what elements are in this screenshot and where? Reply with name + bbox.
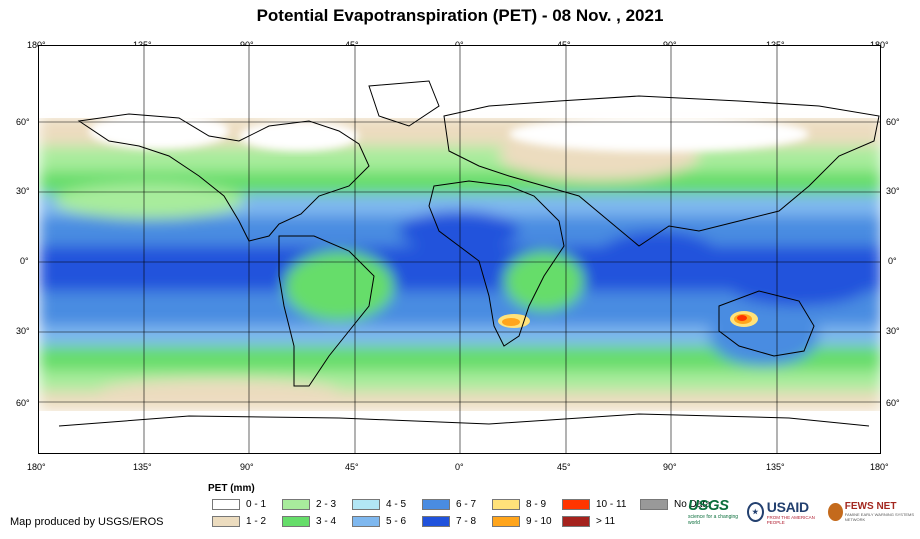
south-america-outline: [278, 235, 375, 387]
fews-wordmark: FEWS NET: [844, 501, 897, 512]
north-pacific-green: [54, 183, 244, 219]
congo-green: [504, 251, 584, 311]
fews-globe-icon: [827, 502, 843, 521]
right-lat-tick: 60°: [886, 398, 900, 408]
legend-item: 2 - 3: [282, 499, 336, 510]
indian-ocean-blue: [599, 231, 719, 281]
fews-tagline: FAMINE EARLY WARNING SYSTEMS NETWORK: [844, 512, 915, 522]
credit-text: Map produced by USGS/EROS: [10, 516, 164, 528]
arctic-white: [39, 46, 880, 118]
australia-hottest: [737, 315, 747, 321]
legend-swatch: [492, 516, 520, 527]
usaid-logo: ★ USAID FROM THE AMERICAN PEOPLE: [746, 498, 822, 525]
bottom-lon-tick: 90°: [663, 462, 677, 472]
right-lat-tick: 60°: [886, 117, 900, 127]
legend-item: 0 - 1: [212, 499, 266, 510]
right-lat-tick: 30°: [886, 186, 900, 196]
africa-outline: [428, 180, 565, 347]
antarctic-white: [39, 411, 880, 453]
usaid-tagline: FROM THE AMERICAN PEOPLE: [766, 514, 815, 525]
legend-swatch: [422, 499, 450, 510]
legend-swatch: [352, 516, 380, 527]
legend-item: > 11: [562, 516, 615, 527]
south-pacific-tan: [99, 379, 339, 403]
map-title: Potential Evapotranspiration (PET) - 08 …: [256, 6, 664, 25]
right-lat-tick: 30°: [886, 326, 900, 336]
top-lon-tick: 180°: [27, 40, 46, 50]
southern-africa-hotter: [502, 318, 520, 326]
north-america-outline: [77, 113, 370, 242]
legend-item: 3 - 4: [282, 516, 336, 527]
legend-swatch: [282, 516, 310, 527]
west-pacific-blue: [729, 266, 869, 306]
bottom-lon-tick: 135°: [133, 462, 152, 472]
logo-strip: USGS science for a changing world ★ USAI…: [688, 497, 920, 526]
amazon-green: [284, 251, 394, 321]
bottom-lon-tick: 90°: [240, 462, 254, 472]
legend-item: 7 - 8: [422, 516, 476, 527]
left-lat-tick: 0°: [20, 256, 29, 266]
left-lat-tick: 30°: [16, 186, 30, 196]
coastlines: [58, 80, 880, 427]
pet-map: [38, 45, 881, 454]
legend-item: 1 - 2: [212, 516, 266, 527]
left-lat-tick: 30°: [16, 326, 30, 336]
bottom-lon-tick: 135°: [766, 462, 785, 472]
legend-item: 4 - 5: [352, 499, 406, 510]
bottom-lon-tick: 180°: [27, 462, 46, 472]
eurasia-outline: [443, 95, 880, 247]
usgs-wordmark: USGS: [688, 497, 729, 514]
bottom-lon-tick: 0°: [455, 462, 464, 472]
legend-swatch: [640, 499, 668, 510]
legend-item: 10 - 11: [562, 499, 626, 510]
pet-map-svg: [39, 46, 880, 453]
graticule: [39, 46, 880, 453]
legend-swatch: [562, 516, 590, 527]
left-lat-tick: 60°: [16, 398, 30, 408]
legend-item: No Data: [640, 499, 711, 510]
sahel-blue: [399, 211, 519, 251]
legend-swatch: [282, 499, 310, 510]
legend-swatch: [562, 499, 590, 510]
siberia-white: [509, 116, 809, 152]
legend-title: PET (mm): [208, 483, 255, 494]
legend-swatch: [352, 499, 380, 510]
bottom-lon-tick: 45°: [345, 462, 359, 472]
left-lat-tick: 60°: [16, 117, 30, 127]
legend-item: 8 - 9: [492, 499, 546, 510]
bottom-lon-tick: 180°: [870, 462, 889, 472]
australia-outline: [718, 290, 815, 357]
legend-swatch: [212, 499, 240, 510]
usaid-wordmark: USAID: [766, 498, 809, 515]
legend-item: 6 - 7: [422, 499, 476, 510]
right-lat-tick: 0°: [888, 256, 897, 266]
legend-swatch: [212, 516, 240, 527]
fews-logo: FEWS NET FAMINE EARLY WARNING SYSTEMS NE…: [827, 501, 920, 522]
usaid-seal-icon: ★: [746, 501, 764, 522]
bottom-lon-tick: 45°: [557, 462, 571, 472]
antarctica-outline: [58, 413, 870, 427]
legend-item: 5 - 6: [352, 516, 406, 527]
greenland-outline: [368, 80, 440, 127]
usgs-logo: USGS science for a changing world: [688, 497, 741, 526]
alaska-white: [89, 113, 229, 149]
usgs-tagline: science for a changing world: [688, 514, 739, 526]
canada-white: [239, 121, 359, 151]
legend-swatch: [492, 499, 520, 510]
legend-item: 9 - 10: [492, 516, 552, 527]
legend-swatch: [422, 516, 450, 527]
